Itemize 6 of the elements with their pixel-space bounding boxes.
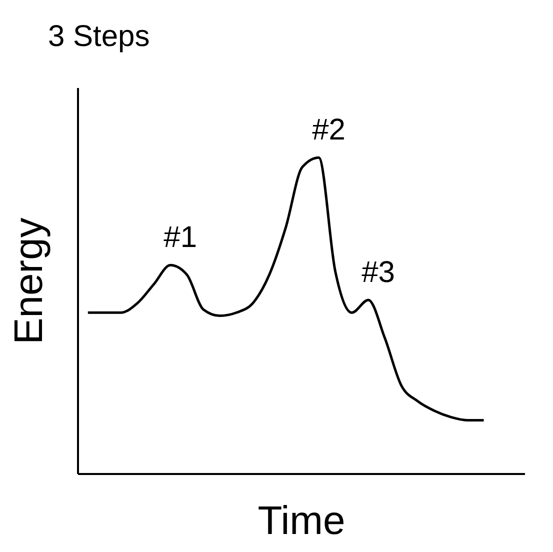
text: #2 bbox=[312, 114, 346, 147]
x-axis-title: Time bbox=[258, 499, 346, 543]
annotation: #3 bbox=[362, 256, 395, 289]
annotation: #1 bbox=[164, 221, 198, 254]
y-axis-title: Energy bbox=[7, 218, 52, 344]
chart-title: 3 Steps bbox=[48, 20, 150, 54]
